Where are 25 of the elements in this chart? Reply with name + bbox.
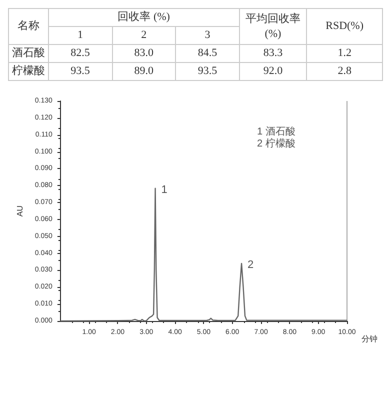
annotation: 1 酒石酸 <box>257 126 296 138</box>
category-label: RSD(%) <box>306 8 382 44</box>
category-label: 平均回收率 (%) <box>239 8 307 44</box>
x-axis-title: 分钟 <box>362 334 378 344</box>
text: 82.5 <box>70 47 90 59</box>
category-label: 2 <box>112 26 176 44</box>
annotation: 2 柠檬酸 <box>257 138 296 150</box>
y-axis-title: AU <box>16 205 24 217</box>
text: 84.5 <box>198 47 218 59</box>
annotation: 2 <box>248 258 254 271</box>
category-label: 酒石酸 <box>12 47 45 59</box>
text: 92.0 <box>263 65 283 77</box>
category-label: 柠檬酸 <box>12 65 45 77</box>
category-label: 3 <box>176 26 240 44</box>
text: 83.3 <box>263 47 283 59</box>
annotation: 1 <box>161 184 168 196</box>
text: 93.5 <box>198 65 218 77</box>
text: 93.5 <box>70 65 90 77</box>
text: 回收率 (%) <box>48 8 240 26</box>
text: 1.2 <box>338 47 352 59</box>
category-label: 1 <box>48 26 112 44</box>
text: 89.0 <box>134 65 154 77</box>
text: 名称 <box>8 8 48 44</box>
text: 2.8 <box>338 65 352 77</box>
text: 83.0 <box>134 47 154 59</box>
